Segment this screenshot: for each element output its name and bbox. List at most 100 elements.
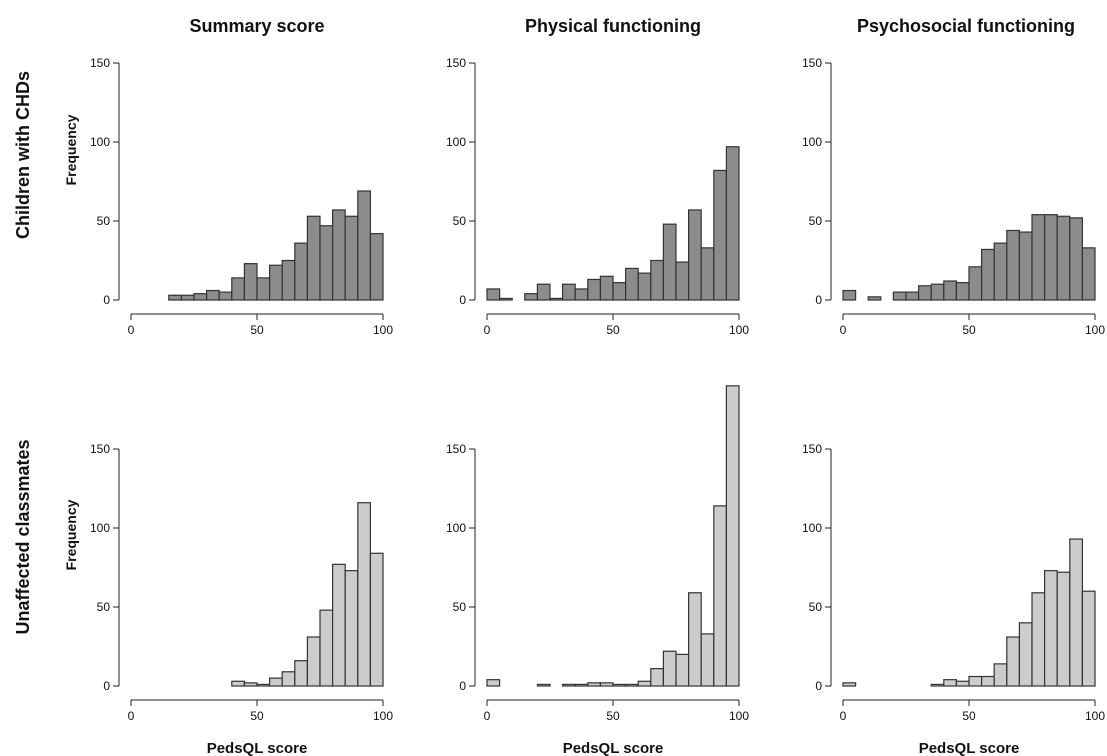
histogram-bar bbox=[624, 267, 639, 301]
y-tick-label: 50 bbox=[97, 214, 111, 228]
x-axis-label-col2: PedsQL score bbox=[919, 740, 1020, 756]
y-tick-label: 100 bbox=[90, 521, 110, 535]
x-tick-label: 100 bbox=[373, 709, 393, 723]
y-tick-label: 50 bbox=[809, 214, 823, 228]
histogram-bar bbox=[536, 683, 551, 687]
histogram-bar bbox=[713, 505, 727, 687]
histogram-bar bbox=[1081, 590, 1096, 687]
histogram-bar bbox=[1043, 214, 1058, 301]
x-tick-label: 100 bbox=[1085, 323, 1105, 337]
histogram-bar bbox=[332, 209, 346, 301]
histogram-bar bbox=[1006, 636, 1020, 687]
y-tick-label: 150 bbox=[802, 442, 822, 456]
x-tick-label: 0 bbox=[128, 323, 135, 337]
x-tick-label: 50 bbox=[962, 709, 976, 723]
y-tick-label: 100 bbox=[802, 135, 822, 149]
histogram-bar bbox=[725, 146, 740, 301]
y-tick-label: 0 bbox=[815, 293, 822, 307]
x-tick-label: 50 bbox=[606, 323, 620, 337]
histogram-bar bbox=[294, 242, 308, 301]
histogram-bar bbox=[319, 225, 334, 301]
y-tick-label: 50 bbox=[453, 600, 467, 614]
histogram-bar bbox=[993, 663, 1008, 687]
histogram-bar bbox=[675, 653, 690, 687]
histogram-bar bbox=[1031, 592, 1046, 687]
histogram-bar bbox=[180, 294, 195, 301]
y-tick-label: 100 bbox=[90, 135, 110, 149]
histogram-bar bbox=[892, 291, 907, 301]
histogram-bar bbox=[624, 683, 639, 687]
histogram-panel-1: 0 50 100 150 0 50 100 bbox=[446, 56, 749, 337]
histogram-panel-0: 0 50 100 150 0 50 100 bbox=[90, 56, 393, 337]
histogram-bar bbox=[256, 683, 271, 687]
histogram-bar bbox=[269, 677, 283, 687]
histogram-bar bbox=[294, 660, 308, 687]
histogram-bar bbox=[650, 668, 664, 687]
histogram-bar bbox=[549, 297, 564, 301]
histogram-bar bbox=[369, 552, 384, 687]
histogram-bar bbox=[243, 263, 258, 301]
y-tick-label: 150 bbox=[802, 56, 822, 70]
histogram-bar bbox=[231, 277, 246, 301]
histogram-bar bbox=[1043, 570, 1058, 687]
y-tick-label: 100 bbox=[802, 521, 822, 535]
histogram-bar bbox=[725, 385, 740, 687]
y-tick-label: 50 bbox=[453, 214, 467, 228]
histogram-bar bbox=[1056, 571, 1071, 687]
histogram-panel-3: 0 50 100 150 0 50 100 bbox=[90, 442, 393, 723]
histogram-bar bbox=[499, 297, 513, 301]
row-title-chd: Children with CHDs bbox=[13, 71, 33, 239]
histogram-bar bbox=[243, 682, 258, 687]
histogram-bar bbox=[955, 680, 970, 687]
histogram-bar bbox=[319, 609, 334, 687]
histogram-bar bbox=[700, 633, 715, 687]
y-tick-label: 0 bbox=[103, 293, 110, 307]
histogram-bar bbox=[687, 592, 702, 687]
histogram-bar bbox=[917, 285, 932, 301]
y-tick-label: 150 bbox=[446, 442, 466, 456]
histogram-bar bbox=[1069, 217, 1084, 301]
x-tick-label: 50 bbox=[606, 709, 620, 723]
histogram-bar bbox=[561, 683, 576, 687]
histogram-bar bbox=[637, 680, 652, 687]
x-axis-label-col0: PedsQL score bbox=[207, 740, 308, 756]
y-tick-label: 100 bbox=[446, 521, 466, 535]
y-tick-label: 50 bbox=[809, 600, 823, 614]
histogram-bar bbox=[687, 209, 702, 301]
histogram-bar bbox=[536, 283, 551, 301]
histogram-bar bbox=[980, 248, 995, 301]
x-tick-label: 0 bbox=[840, 709, 847, 723]
row-title-classmates: Unaffected classmates bbox=[13, 439, 33, 634]
histogram-bar bbox=[574, 683, 589, 687]
column-title-summary: Summary score bbox=[189, 16, 324, 36]
histogram-bar bbox=[1018, 622, 1033, 687]
histogram-bar bbox=[486, 679, 501, 687]
histogram-bar bbox=[168, 294, 183, 301]
histogram-bar bbox=[1006, 229, 1020, 301]
histogram-bar bbox=[599, 275, 614, 301]
histogram-bar bbox=[1056, 215, 1071, 301]
histogram-bar bbox=[867, 296, 882, 301]
histogram-bar bbox=[968, 675, 983, 687]
x-tick-label: 0 bbox=[128, 709, 135, 723]
x-tick-label: 0 bbox=[484, 709, 491, 723]
histogram-bar bbox=[612, 282, 627, 301]
column-title-psychosocial: Psychosocial functioning bbox=[857, 16, 1075, 36]
histogram-bar bbox=[1031, 214, 1046, 301]
histogram-bar bbox=[637, 272, 652, 301]
histogram-bar bbox=[193, 293, 208, 301]
x-tick-label: 100 bbox=[729, 323, 749, 337]
y-tick-label: 0 bbox=[459, 679, 466, 693]
y-tick-label: 150 bbox=[90, 442, 110, 456]
x-tick-label: 0 bbox=[840, 323, 847, 337]
histogram-bar bbox=[842, 289, 857, 301]
histogram-bar bbox=[993, 242, 1008, 301]
histogram-bar bbox=[561, 283, 576, 301]
histogram-bar bbox=[344, 215, 359, 301]
histogram-bar bbox=[1069, 538, 1084, 687]
y-axis-label-row1: Frequency bbox=[63, 499, 79, 570]
histogram-bar bbox=[306, 636, 321, 687]
histogram-bar bbox=[943, 280, 957, 301]
histogram-bar bbox=[344, 570, 359, 687]
histogram-bar bbox=[281, 259, 296, 301]
